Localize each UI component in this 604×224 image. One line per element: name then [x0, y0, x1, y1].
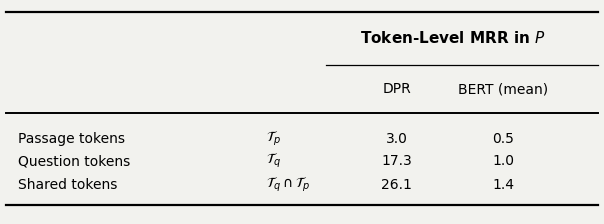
- Text: 26.1: 26.1: [381, 178, 412, 192]
- Text: Question tokens: Question tokens: [18, 154, 130, 168]
- Text: Token-Level MRR in $\mathit{P}$: Token-Level MRR in $\mathit{P}$: [360, 30, 546, 46]
- Text: 1.0: 1.0: [492, 154, 514, 168]
- Text: 0.5: 0.5: [492, 132, 514, 146]
- Text: BERT (mean): BERT (mean): [458, 82, 548, 96]
- Text: Passage tokens: Passage tokens: [18, 132, 125, 146]
- Text: 1.4: 1.4: [492, 178, 514, 192]
- Text: 3.0: 3.0: [386, 132, 408, 146]
- Text: $\mathcal{T}_q$: $\mathcal{T}_q$: [266, 152, 281, 170]
- Text: 17.3: 17.3: [381, 154, 412, 168]
- Text: Shared tokens: Shared tokens: [18, 178, 117, 192]
- Text: $\mathcal{T}_p$: $\mathcal{T}_p$: [266, 130, 281, 148]
- Text: $\mathcal{T}_q \cap \mathcal{T}_p$: $\mathcal{T}_q \cap \mathcal{T}_p$: [266, 176, 311, 194]
- Text: DPR: DPR: [382, 82, 411, 96]
